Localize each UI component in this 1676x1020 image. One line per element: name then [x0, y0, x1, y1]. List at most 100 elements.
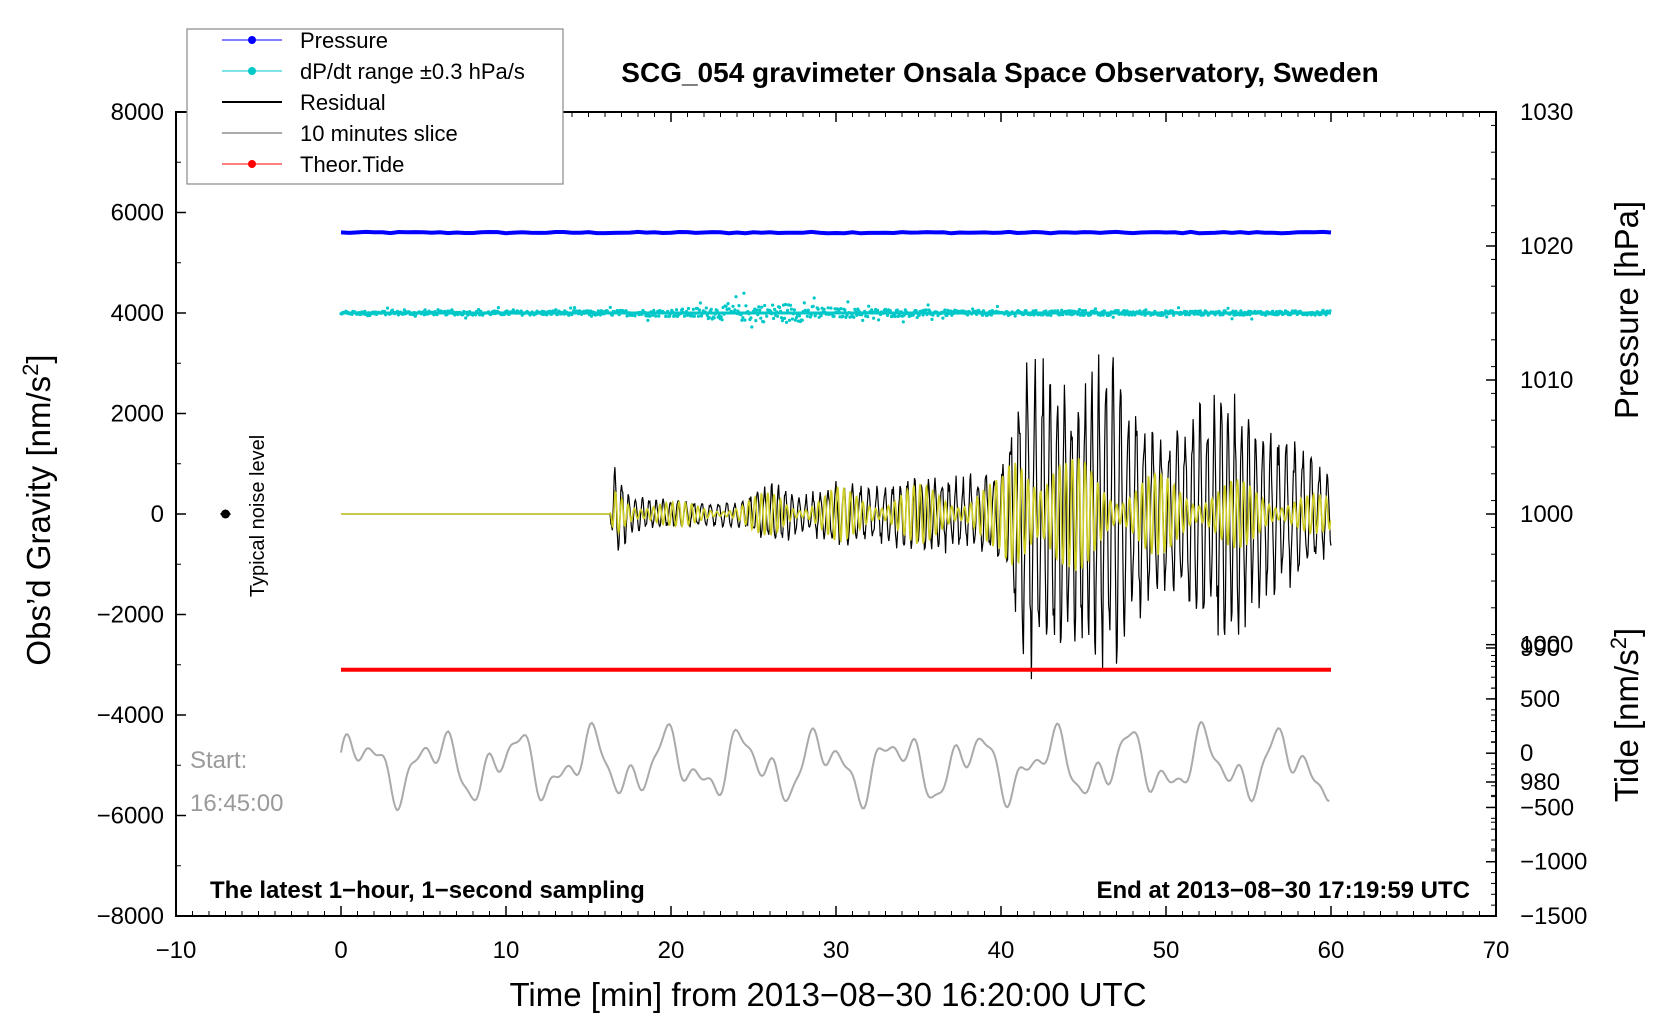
tide-tick-label: 1000	[1520, 632, 1573, 659]
dpdt-point	[1221, 313, 1225, 317]
data-traces	[220, 229, 1332, 812]
dpdt-point	[664, 314, 668, 318]
dpdt-point	[450, 308, 454, 312]
dpdt-point	[608, 305, 612, 309]
legend-entry-dpdt: dP/dt range ±0.3 hPa/s	[222, 59, 525, 84]
dpdt-point	[930, 317, 934, 321]
dpdt-point	[847, 311, 851, 315]
dpdt-point	[975, 312, 979, 316]
dpdt-point	[902, 313, 906, 317]
dpdt-point	[654, 314, 658, 318]
dpdt-point	[744, 304, 748, 308]
dpdt-point	[474, 313, 478, 317]
dpdt-point	[832, 314, 836, 318]
dpdt-point	[819, 314, 823, 318]
dpdt-point	[816, 307, 820, 311]
dpdt-point	[705, 313, 709, 317]
dpdt-point	[826, 306, 830, 310]
legend-label-dpdt: dP/dt range ±0.3 hPa/s	[300, 59, 525, 84]
dpdt-point	[770, 312, 774, 316]
dpdt-point	[1198, 309, 1202, 313]
dpdt-point	[855, 313, 859, 317]
dpdt-point	[465, 310, 469, 314]
dpdt-point	[854, 310, 858, 314]
dpdt-point	[1239, 309, 1243, 313]
dpdt-point	[589, 314, 594, 318]
x-tick-label: 20	[658, 937, 685, 964]
dpdt-point	[741, 316, 745, 320]
dpdt-point	[1101, 313, 1105, 317]
dpdt-point	[806, 308, 810, 312]
dpdt-point	[790, 317, 795, 321]
y-axis-title: Obs’d Gravity [nm/s2]	[18, 354, 57, 665]
x-tick-label: −10	[156, 937, 197, 964]
dpdt-point	[443, 309, 447, 313]
x-tick-label: 50	[1153, 937, 1180, 964]
dpdt-point	[550, 312, 554, 316]
x-tick-label: 0	[334, 937, 347, 964]
dpdt-point	[779, 316, 784, 320]
y-tick-label: −2000	[97, 602, 164, 629]
y-axis-title-sup: 2	[18, 364, 43, 376]
dpdt-point	[914, 309, 918, 313]
noise-marker-point	[221, 509, 230, 519]
legend-entry-tide: Theor.Tide	[222, 152, 404, 177]
dpdt-point	[624, 309, 628, 313]
dpdt-point	[633, 314, 637, 318]
dpdt-point	[802, 301, 806, 305]
dpdt-point	[797, 314, 802, 318]
dpdt-point	[769, 309, 773, 313]
dpdt-point	[952, 311, 956, 315]
pressure-tick-label: 1000	[1520, 501, 1573, 528]
dpdt-point	[776, 314, 780, 318]
dpdt-point	[713, 312, 717, 316]
dpdt-point	[602, 312, 606, 316]
dpdt-point	[496, 306, 500, 310]
x-tick-label: 30	[823, 937, 850, 964]
dpdt-point	[395, 309, 399, 313]
dpdt-point	[595, 312, 600, 317]
dpdt-point	[760, 305, 764, 309]
dpdt-point	[1230, 317, 1234, 321]
dpdt-point	[686, 306, 691, 311]
dpdt-point	[921, 313, 925, 317]
dpdt-point	[1056, 309, 1060, 313]
dpdt-point	[901, 320, 905, 324]
dpdt-point	[885, 313, 890, 317]
dpdt-point	[363, 309, 367, 313]
dpdt-point	[651, 313, 655, 317]
dpdt-point	[1080, 309, 1085, 313]
y-axis-title-close: ]	[20, 354, 57, 363]
dpdt-point	[684, 309, 689, 313]
dpdt-point	[556, 312, 560, 316]
dpdt-point	[1234, 309, 1238, 313]
y-tick-label: 8000	[111, 99, 164, 126]
dpdt-point	[970, 312, 974, 316]
dpdt-point	[780, 319, 785, 323]
legend-entry-residual: Residual	[222, 90, 386, 115]
pressure-axis-title: Pressure [hPa]	[1608, 201, 1645, 419]
legend-entry-pressure: Pressure	[222, 28, 388, 53]
dpdt-point	[1250, 317, 1254, 321]
dpdt-point	[915, 315, 919, 320]
dpdt-point	[580, 312, 584, 316]
x-tick-label: 70	[1483, 937, 1510, 964]
noise-level-label: Typical noise level	[247, 435, 269, 597]
dpdt-point	[782, 316, 787, 320]
dpdt-point	[1125, 309, 1129, 313]
dpdt-point	[1144, 308, 1148, 312]
y-tick-label: −6000	[97, 803, 164, 830]
dpdt-point	[502, 312, 506, 317]
dpdt-point	[865, 311, 869, 315]
dpdt-point	[625, 314, 629, 318]
dpdt-point	[720, 318, 724, 322]
dpdt-point	[548, 309, 552, 313]
dpdt-point	[691, 307, 696, 311]
dpdt-point	[789, 307, 794, 311]
y-tick-label: 6000	[111, 200, 164, 227]
dpdt-point	[1034, 309, 1038, 313]
dpdt-point	[722, 312, 726, 316]
dpdt-point	[1083, 308, 1088, 313]
dpdt-point	[1289, 312, 1293, 316]
dpdt-point	[435, 313, 439, 317]
